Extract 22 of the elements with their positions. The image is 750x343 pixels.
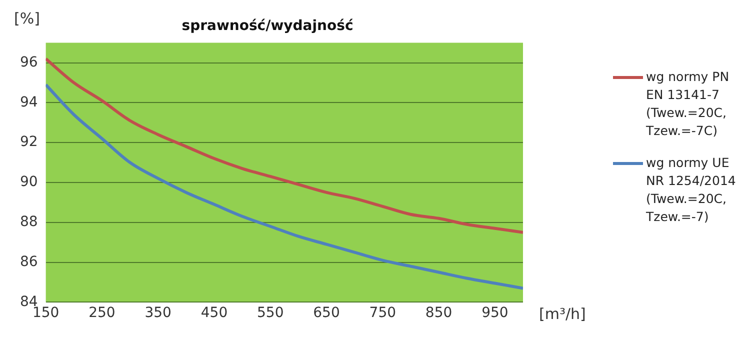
line-series — [46, 57, 523, 234]
line-series — [46, 83, 523, 290]
x-tick-label: 550 — [257, 305, 284, 322]
y-tick-label: 96 — [20, 54, 38, 70]
x-tick-label: 850 — [425, 305, 452, 322]
y-tick-label: 88 — [20, 214, 38, 230]
x-tick-label: 150 — [32, 305, 60, 322]
x-tick-label: 650 — [313, 305, 340, 322]
x-tick-label: 950 — [482, 305, 508, 322]
x-tick-label: 450 — [200, 305, 228, 322]
y-tick-label: 94 — [20, 94, 38, 110]
y-tick-label: 90 — [20, 174, 38, 190]
y-axis-title: [%] — [14, 9, 40, 28]
x-tick-label: 750 — [369, 305, 396, 322]
legend-label: wg normy UE NR 1254/2014 (Twew.=20C, Tzew.=-7) — [646, 154, 737, 226]
x-tick-label: 350 — [144, 305, 172, 322]
legend-label: wg normy PN EN 13141-7 (Twew.=20C, Tzew.=-7C) — [646, 68, 730, 140]
chart-title: sprawność/wydajność — [182, 18, 354, 34]
y-tick-label: 92 — [20, 134, 38, 150]
x-tick-label: 250 — [88, 305, 116, 322]
y-tick-label: 86 — [20, 254, 38, 270]
x-axis-title: [m³/h] — [539, 305, 586, 324]
